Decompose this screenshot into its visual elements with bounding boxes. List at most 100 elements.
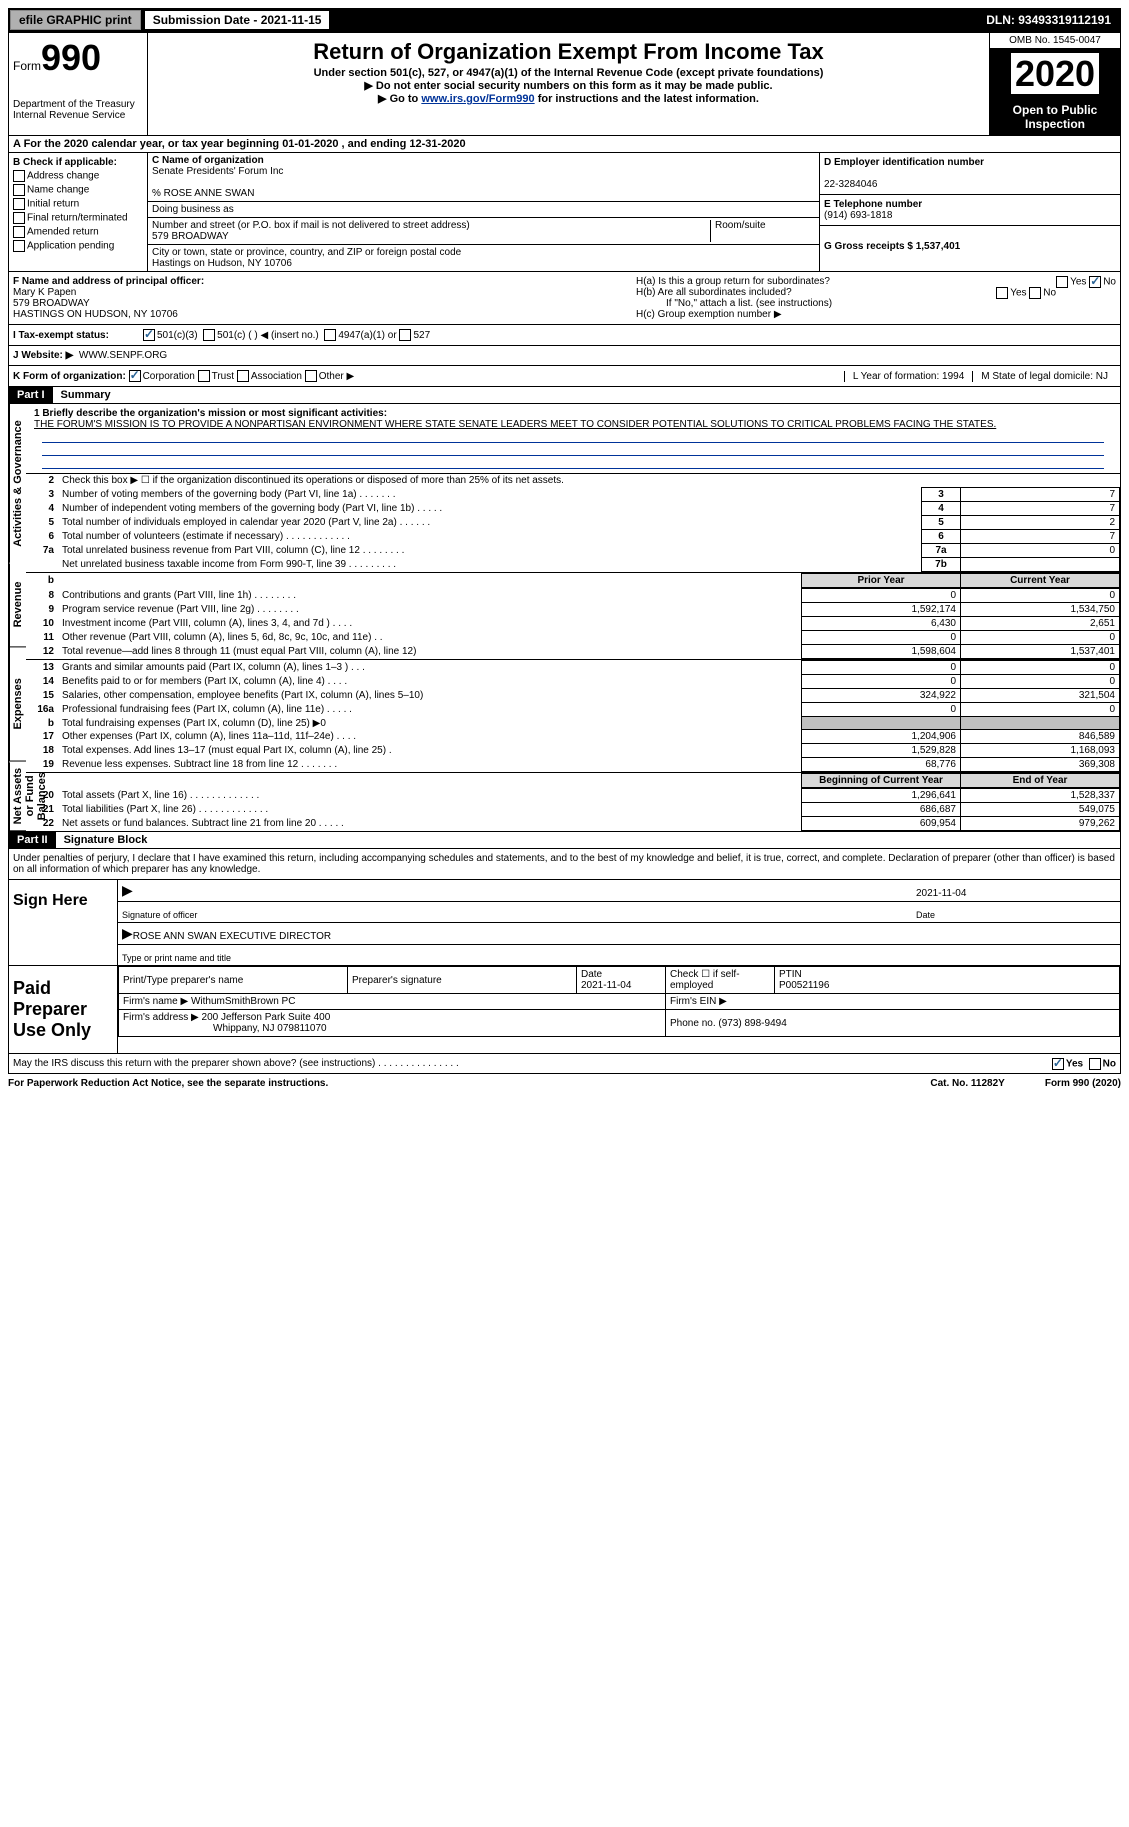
- table-row: 20Total assets (Part X, line 16) . . . .…: [26, 789, 1120, 803]
- officer-name: ROSE ANN SWAN EXECUTIVE DIRECTOR: [133, 931, 331, 942]
- form-ref: Form 990 (2020): [1045, 1078, 1121, 1089]
- gov-rows: 3Number of voting members of the governi…: [26, 487, 1120, 572]
- part2-header-row: Part II Signature Block: [8, 832, 1121, 849]
- subtitle-1: Under section 501(c), 527, or 4947(a)(1)…: [152, 67, 985, 79]
- f-name: Mary K Papen: [13, 287, 76, 298]
- sign-here-label: Sign Here: [9, 880, 117, 965]
- open-to-public: Open to Public Inspection: [990, 99, 1120, 135]
- gov-table: 2Check this box ▶ ☐ if the organization …: [26, 474, 1120, 487]
- part2-header: Part II: [9, 832, 56, 848]
- penalty-text: Under penalties of perjury, I declare th…: [9, 849, 1120, 879]
- f-addr2: HASTINGS ON HUDSON, NY 10706: [13, 309, 178, 320]
- status-row: I Tax-exempt status: 501(c)(3) 501(c) ( …: [8, 325, 1121, 346]
- addr-cell: Number and street (or P.O. box if mail i…: [148, 218, 819, 245]
- part2-title: Signature Block: [56, 832, 156, 848]
- summary-body: Activities & Governance Revenue Expenses…: [8, 404, 1121, 832]
- l-year: L Year of formation: 1994: [844, 371, 972, 382]
- table-row: 17Other expenses (Part IX, column (A), l…: [26, 730, 1120, 744]
- g-receipts-cell: G Gross receipts $ 1,537,401: [820, 226, 1120, 256]
- opt-address-change: Address change: [13, 170, 143, 182]
- section-fh: F Name and address of principal officer:…: [8, 272, 1121, 325]
- dept-treasury: Department of the Treasury Internal Reve…: [13, 99, 143, 121]
- table-row: 5Total number of individuals employed in…: [26, 516, 1120, 530]
- table-row: 7aTotal unrelated business revenue from …: [26, 544, 1120, 558]
- table-row: 18Total expenses. Add lines 13–17 (must …: [26, 744, 1120, 758]
- footer: For Paperwork Reduction Act Notice, see …: [8, 1074, 1121, 1093]
- form-header: Form990 Department of the Treasury Inter…: [8, 32, 1121, 136]
- form-number: Form990: [13, 37, 143, 79]
- tax-year: 2020: [990, 49, 1120, 99]
- part1-header: Part I: [9, 387, 53, 403]
- top-bar: efile GRAPHIC print Submission Date - 20…: [8, 8, 1121, 32]
- table-row: 21Total liabilities (Part X, line 26) . …: [26, 803, 1120, 817]
- b-title: B Check if applicable:: [13, 157, 117, 168]
- table-row: 12Total revenue—add lines 8 through 11 (…: [26, 645, 1120, 659]
- table-row: 19Revenue less expenses. Subtract line 1…: [26, 758, 1120, 772]
- subtitle-3: ▶ Go to www.irs.gov/Form990 for instruct…: [152, 92, 985, 105]
- table-row: 8Contributions and grants (Part VIII, li…: [26, 589, 1120, 603]
- part1-header-row: Part I Summary: [8, 387, 1121, 404]
- mission-box: 1 Briefly describe the organization's mi…: [26, 404, 1120, 474]
- table-row: 6Total number of volunteers (estimate if…: [26, 530, 1120, 544]
- table-row: 13Grants and similar amounts paid (Part …: [26, 661, 1120, 675]
- date-label: Date: [916, 910, 1116, 920]
- opt-final-return: Final return/terminated: [13, 212, 143, 224]
- hc-row: H(c) Group exemption number ▶: [636, 309, 1116, 320]
- hb-row: H(b) Are all subordinates included? Yes …: [636, 287, 1116, 298]
- table-row: 10Investment income (Part VIII, column (…: [26, 617, 1120, 631]
- section-b: B Check if applicable: Address change Na…: [8, 153, 1121, 272]
- preparer-table: Print/Type preparer's name Preparer's si…: [118, 966, 1120, 1037]
- hb-note: If "No," attach a list. (see instruction…: [636, 298, 1116, 309]
- dln: DLN: 93493319112191: [986, 13, 1119, 27]
- sig-officer-label: Signature of officer: [122, 910, 916, 920]
- table-row: 11Other revenue (Part VIII, column (A), …: [26, 631, 1120, 645]
- efile-print-button[interactable]: efile GRAPHIC print: [10, 10, 141, 30]
- e-phone-cell: E Telephone number (914) 693-1818: [820, 195, 1120, 226]
- opt-name-change: Name change: [13, 184, 143, 196]
- paperwork-notice: For Paperwork Reduction Act Notice, see …: [8, 1078, 328, 1089]
- table-row: 3Number of voting members of the governi…: [26, 488, 1120, 502]
- submission-date: Submission Date - 2021-11-15: [145, 11, 330, 29]
- cat-no: Cat. No. 11282Y: [930, 1078, 1004, 1089]
- subtitle-2: ▶ Do not enter social security numbers o…: [152, 79, 985, 92]
- opt-initial-return: Initial return: [13, 198, 143, 210]
- table-row: 16aProfessional fundraising fees (Part I…: [26, 703, 1120, 717]
- rev-header: b Prior Year Current Year: [26, 573, 1120, 588]
- table-row: 15Salaries, other compensation, employee…: [26, 689, 1120, 703]
- gov-label: Activities & Governance: [9, 404, 26, 563]
- table-row: 9Program service revenue (Part VIII, lin…: [26, 603, 1120, 617]
- omb-number: OMB No. 1545-0047: [990, 33, 1120, 49]
- f-addr1: 579 BROADWAY: [13, 298, 90, 309]
- form-title: Return of Organization Exempt From Incom…: [152, 39, 985, 65]
- website-row: J Website: ▶ WWW.SENPF.ORG: [8, 346, 1121, 366]
- city-cell: City or town, state or province, country…: [148, 245, 819, 271]
- m-state: M State of legal domicile: NJ: [972, 371, 1116, 382]
- table-row: 4Number of independent voting members of…: [26, 502, 1120, 516]
- table-row: 14Benefits paid to or for members (Part …: [26, 675, 1120, 689]
- irs-link[interactable]: www.irs.gov/Form990: [421, 93, 534, 105]
- ha-row: H(a) Is this a group return for subordin…: [636, 276, 1116, 287]
- dba-cell: Doing business as: [148, 202, 819, 218]
- table-row: Net unrelated business taxable income fr…: [26, 558, 1120, 572]
- opt-amended: Amended return: [13, 226, 143, 238]
- c-name-cell: C Name of organization Senate Presidents…: [148, 153, 819, 202]
- arrow-icon: ▶: [122, 925, 133, 942]
- table-row: 22Net assets or fund balances. Subtract …: [26, 817, 1120, 831]
- net-label: Net Assets or Fund Balances: [9, 762, 26, 831]
- d-ein-cell: D Employer identification number 22-3284…: [820, 153, 1120, 195]
- f-label: F Name and address of principal officer:: [13, 276, 204, 287]
- sig-date: 2021-11-04: [916, 888, 1116, 899]
- k-row: K Form of organization: Corporation Trus…: [8, 366, 1121, 387]
- table-row: bTotal fundraising expenses (Part IX, co…: [26, 717, 1120, 730]
- exp-rows: 13Grants and similar amounts paid (Part …: [26, 660, 1120, 772]
- row-a-tax-year: A For the 2020 calendar year, or tax yea…: [8, 136, 1121, 153]
- part1-title: Summary: [53, 387, 119, 403]
- arrow-icon: ▶: [122, 882, 133, 899]
- paid-preparer-label: Paid Preparer Use Only: [9, 966, 117, 1053]
- exp-label: Expenses: [9, 647, 26, 762]
- signature-section: Under penalties of perjury, I declare th…: [8, 849, 1121, 1074]
- rev-label: Revenue: [9, 563, 26, 647]
- net-rows: 20Total assets (Part X, line 16) . . . .…: [26, 788, 1120, 831]
- may-irs-row: May the IRS discuss this return with the…: [9, 1053, 1120, 1073]
- opt-pending: Application pending: [13, 240, 143, 252]
